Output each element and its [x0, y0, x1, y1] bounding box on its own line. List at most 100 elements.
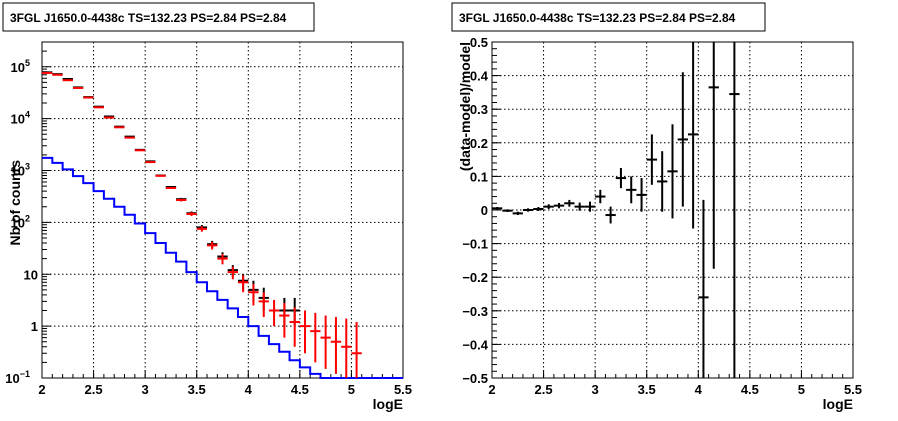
- counts-red-point: [279, 302, 290, 338]
- residual-y-tick-label: 0.2: [470, 136, 488, 151]
- residual-y-tick-labels: −0.5 −0.4 −0.3 −0.2 −0.1 0 0.1 0.2 0.3 0.4 0.5: [462, 35, 488, 386]
- residual-point: [687, 42, 699, 229]
- residual-x-tick-label: 5: [798, 382, 805, 397]
- residual-title-box: [451, 2, 766, 32]
- counts-x-tick-label: 5.5: [394, 382, 412, 397]
- counts-y-tick-label: 10−1: [5, 369, 30, 386]
- residual-x-tick-label: 2.5: [535, 382, 553, 397]
- residual-point: [553, 202, 565, 209]
- residual-y-tick-label: −0.2: [462, 270, 488, 285]
- residual-x-tick-labels: 2 2.5 3 3.5 4 4.5 5 5.5: [488, 382, 862, 397]
- residual-point: [626, 176, 637, 204]
- counts-red-point: [299, 310, 311, 354]
- counts-y-tick-label: 103: [11, 162, 30, 179]
- counts-x-tick-label: 5: [348, 382, 355, 397]
- counts-red-point: [330, 316, 342, 374]
- residual-x-tick-label: 4.5: [741, 382, 759, 397]
- residual-y-tick-label: −0.5: [462, 371, 488, 386]
- counts-red-point: [268, 299, 280, 327]
- residual-point: [543, 204, 554, 209]
- counts-plot-frame: [41, 41, 404, 379]
- counts-red-point: [248, 283, 259, 306]
- residual-y-tick-label: 0.5: [470, 35, 488, 50]
- counts-x-tick-label: 4.5: [291, 382, 309, 397]
- residual-x-tick-label: 5.5: [844, 382, 862, 397]
- residual-point: [657, 151, 668, 212]
- counts-red-point: [227, 266, 238, 280]
- residual-point: [636, 178, 647, 212]
- counts-y-tick-label: 102: [11, 213, 30, 230]
- residual-x-tick-label: 4: [695, 382, 703, 397]
- counts-red-point: [114, 126, 125, 129]
- counts-red-point: [134, 149, 146, 152]
- counts-y-axis-label: Nb of counts: [7, 160, 23, 246]
- residual-y-tick-label: 0.3: [470, 102, 488, 117]
- counts-y-tick-label: 10: [24, 267, 38, 282]
- residual-point: [677, 72, 688, 207]
- counts-red-point: [289, 307, 300, 347]
- residual-panel: 3FGL J1650.0-4438c TS=132.23 PS=2.84 PS=…: [451, 2, 862, 412]
- counts-red-point: [320, 315, 331, 369]
- residual-series: [492, 42, 740, 378]
- counts-y-tick-labels: 10−1 1 10 102 103 104 105: [5, 58, 38, 386]
- counts-y-tick-label: 1: [31, 319, 38, 334]
- counts-red-point: [237, 275, 249, 293]
- counts-red-point: [124, 136, 135, 139]
- counts-red-point: [207, 241, 218, 250]
- residual-point: [502, 209, 513, 213]
- counts-model-step-line: [42, 156, 403, 379]
- counts-panel: 3FGL J1650.0-4438c TS=132.23 PS=2.84 PS=…: [2, 2, 412, 412]
- residual-y-tick-label: −0.3: [462, 304, 488, 319]
- residual-x-axis-label: logE: [823, 396, 853, 412]
- residual-point: [667, 124, 678, 219]
- residual-point: [646, 134, 658, 185]
- residual-point: [698, 199, 709, 378]
- residual-point: [533, 206, 544, 212]
- counts-red-point: [351, 322, 362, 378]
- counts-title-box: [2, 2, 315, 32]
- residual-point: [492, 206, 503, 210]
- residual-y-axis-label: (data-model)/model: [457, 42, 473, 171]
- counts-red-point: [165, 186, 177, 189]
- residual-x-tick-label: 3.5: [638, 382, 656, 397]
- residual-grid: [492, 42, 853, 378]
- counts-red-point: [186, 212, 197, 216]
- residual-point: [584, 201, 596, 212]
- counts-red-point: [341, 318, 352, 378]
- residual-y-tick-label: −0.4: [462, 337, 488, 352]
- residual-x-tick-label: 2: [488, 382, 495, 397]
- residual-title: 3FGL J1650.0-4438c TS=132.23 PS=2.84 PS=…: [459, 11, 736, 25]
- residual-y-tick-label: 0: [481, 203, 488, 218]
- counts-x-tick-labels: 2 2.5 3 3.5 4 4.5 5 5.5: [38, 382, 412, 397]
- residual-y-tick-label: −0.1: [462, 237, 488, 252]
- counts-x-tick-label: 3: [142, 382, 149, 397]
- counts-red-point: [217, 254, 228, 265]
- residual-point: [595, 189, 606, 204]
- counts-x-axis-label: logE: [373, 396, 403, 412]
- counts-red-point: [196, 226, 208, 232]
- counts-red-point: [310, 312, 321, 363]
- counts-red-point: [176, 198, 187, 202]
- residual-y-tick-label: 0.1: [470, 169, 488, 184]
- counts-y-tick-label: 105: [11, 58, 30, 75]
- residual-point: [574, 202, 585, 211]
- counts-x-tick-label: 2.5: [85, 382, 103, 397]
- counts-x-tick-label: 2: [38, 382, 45, 397]
- residual-point: [615, 168, 627, 189]
- residual-point: [708, 42, 719, 269]
- counts-ticks: [41, 50, 404, 379]
- counts-x-tick-label: 4: [245, 382, 253, 397]
- counts-red-point: [155, 174, 166, 177]
- residual-point: [522, 208, 534, 212]
- counts-red-point: [258, 292, 269, 317]
- residual-point: [605, 206, 616, 224]
- residual-point: [729, 42, 740, 378]
- counts-red-point: [145, 161, 156, 164]
- residual-point: [512, 211, 523, 216]
- counts-x-tick-label: 3.5: [188, 382, 206, 397]
- counts-title: 3FGL J1650.0-4438c TS=132.23 PS=2.84 PS=…: [10, 11, 287, 25]
- counts-series: [42, 71, 403, 379]
- residual-x-tick-label: 3: [592, 382, 599, 397]
- residual-ticks: [491, 41, 854, 379]
